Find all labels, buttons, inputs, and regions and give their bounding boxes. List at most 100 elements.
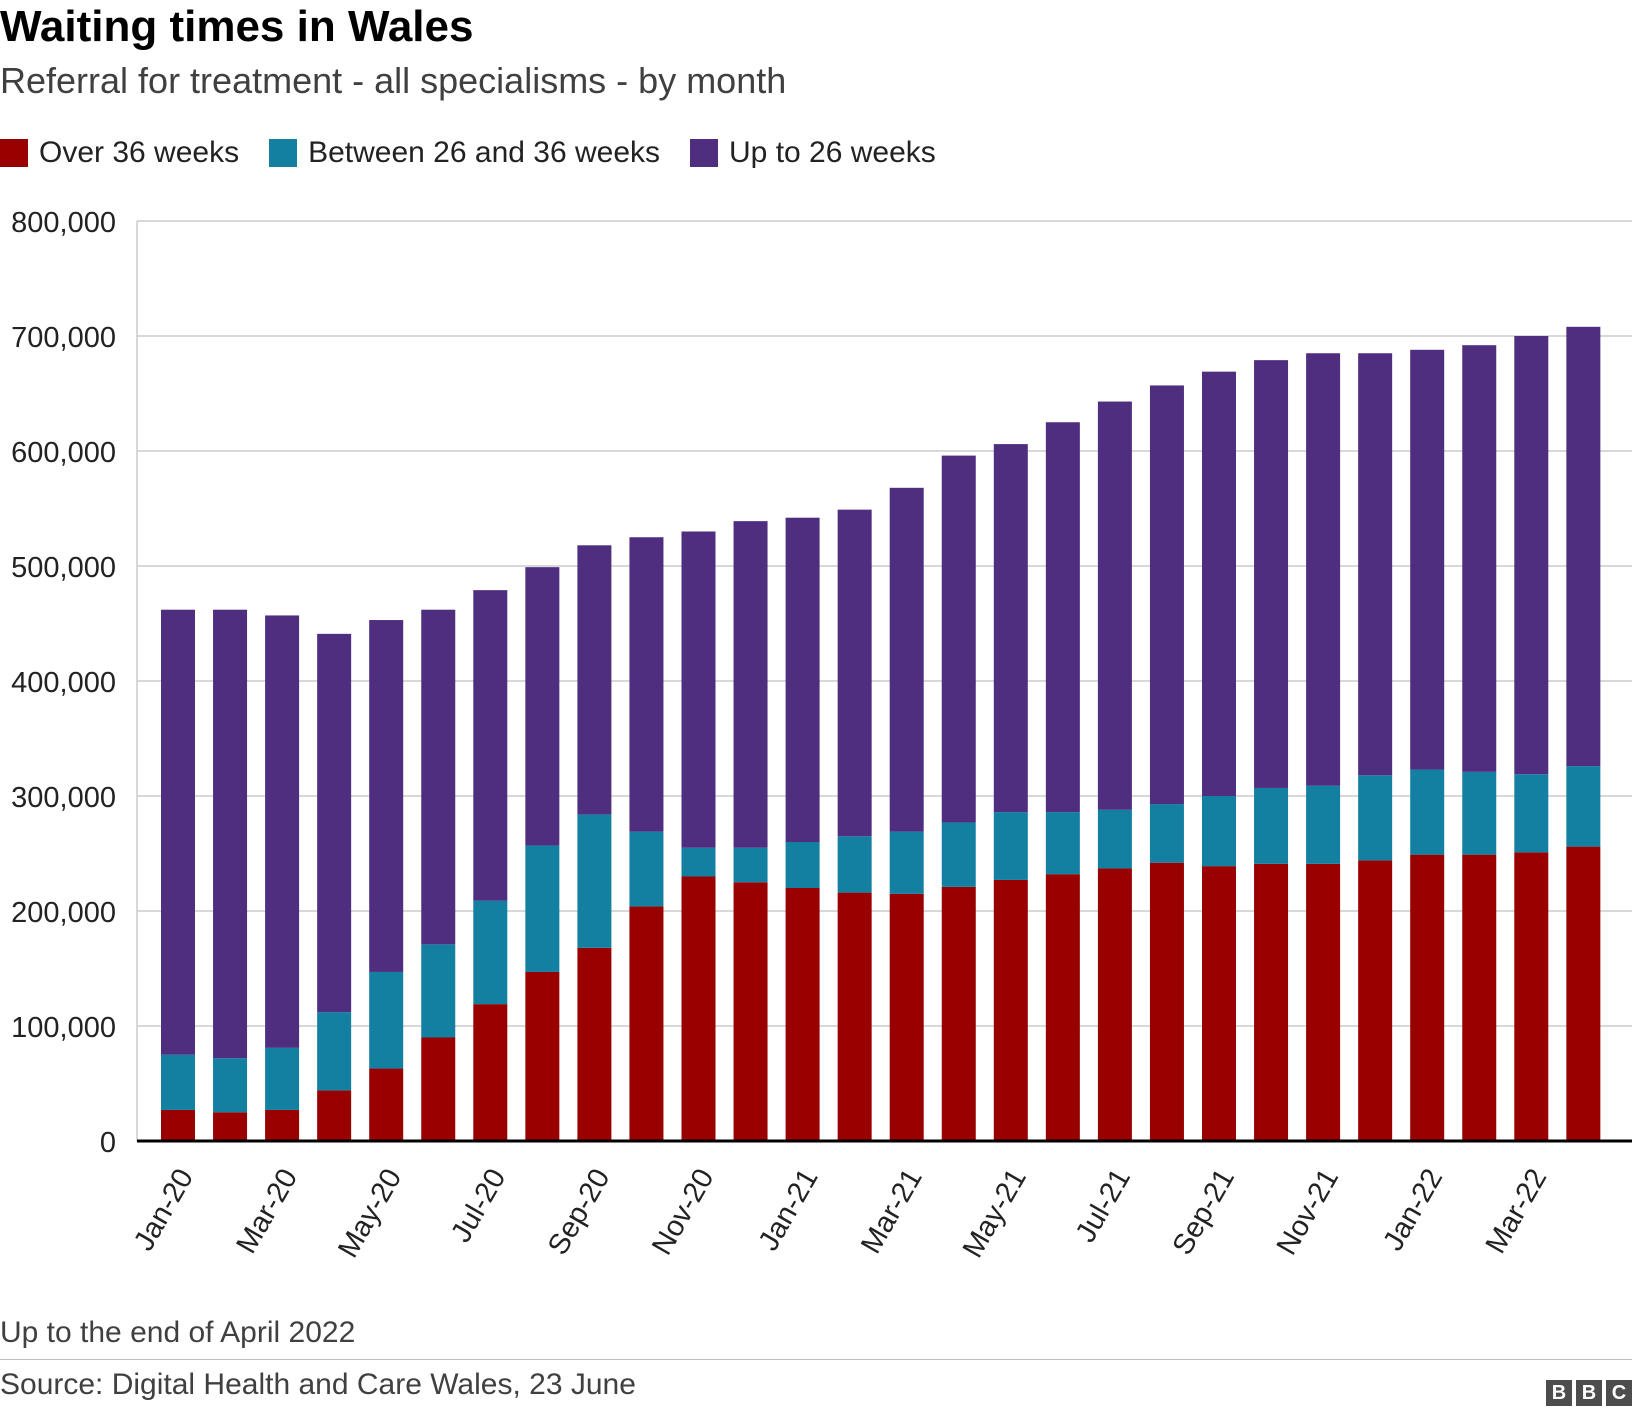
stacked-bar-chart: 0 100,000 200,000 300,000 400,000 500,000 600,… — [11, 207, 1632, 1264]
bar-segment-between26and36 — [1306, 785, 1341, 864]
y-tick-label: 500,000 — [11, 552, 116, 584]
bar-segment-upto26 — [317, 633, 352, 1013]
bar-segment-upto26 — [421, 609, 456, 945]
bar-segment-over36 — [889, 893, 924, 1141]
bar-segment-between26and36 — [265, 1047, 300, 1110]
bar-segment-over36 — [369, 1068, 404, 1141]
x-tick-label: Nov-21 — [1271, 1164, 1345, 1261]
x-tick-label: May-21 — [957, 1164, 1033, 1264]
y-tick-label: 0 — [100, 1127, 116, 1159]
bar-segment-between26and36 — [213, 1058, 248, 1113]
y-tick-label: 100,000 — [11, 1012, 116, 1044]
source-text: Source: Digital Health and Care Wales, 2… — [0, 1368, 636, 1401]
x-tick-label: Nov-20 — [646, 1164, 720, 1261]
bar-segment-between26and36 — [837, 836, 872, 893]
legend-swatch-between-26-and-36-weeks — [269, 139, 298, 167]
bar-segment-over36 — [733, 882, 768, 1141]
bar-segment-upto26 — [1410, 349, 1445, 770]
y-axis-tick-labels: 0 100,000 200,000 300,000 400,000 500,000 600,… — [11, 207, 116, 1159]
bbc-logo-letter: B — [1576, 1380, 1602, 1406]
legend-item-over-36-weeks: Over 36 weeks — [0, 136, 239, 170]
y-tick-label: 800,000 — [11, 207, 116, 239]
bbc-logo-letter: B — [1546, 1380, 1572, 1406]
chart-subtitle: Referral for treatment - all specialisms… — [0, 60, 787, 101]
bar-segment-upto26 — [837, 509, 872, 837]
bar-segment-between26and36 — [889, 831, 924, 894]
bar-segment-over36 — [265, 1109, 300, 1141]
bar-segment-over36 — [1306, 863, 1341, 1141]
bar-segment-between26and36 — [161, 1054, 195, 1110]
source-divider — [0, 1359, 1632, 1360]
x-tick-label: May-20 — [332, 1164, 408, 1264]
bar-segment-over36 — [941, 886, 976, 1141]
bar-segment-between26and36 — [369, 971, 404, 1069]
legend: Over 36 weeks Between 26 and 36 weeks Up… — [0, 136, 966, 170]
x-tick-label: Jul-20 — [445, 1164, 512, 1248]
bar-segment-upto26 — [1149, 385, 1184, 805]
x-tick-label: Jan-22 — [1377, 1164, 1449, 1257]
y-tick-label: 400,000 — [11, 667, 116, 699]
bar-segment-upto26 — [889, 487, 924, 832]
bar-segment-between26and36 — [733, 847, 768, 883]
bar-segment-between26and36 — [1097, 809, 1132, 869]
bar-segment-between26and36 — [941, 822, 976, 887]
x-axis-tick-labels: Jan-20 Mar-20 May-20 Jul-20 Sep-20 Nov-20 Jan-… — [128, 1164, 1553, 1264]
bar-segment-over36 — [1514, 852, 1549, 1141]
legend-label-between-26-and-36-weeks: Between 26 and 36 weeks — [308, 136, 661, 169]
bar-segment-over36 — [837, 892, 872, 1141]
x-tick-label: Sep-21 — [1167, 1164, 1241, 1261]
bar-segment-between26and36 — [993, 812, 1028, 880]
bar-segment-over36 — [473, 1004, 508, 1141]
bar-segment-over36 — [525, 971, 560, 1141]
bar-segment-over36 — [629, 906, 664, 1141]
x-tick-label: Jul-21 — [1070, 1164, 1137, 1248]
bar-segment-over36 — [785, 888, 820, 1141]
bar-segment-upto26 — [1097, 401, 1132, 810]
bar-segment-upto26 — [525, 567, 560, 846]
bar-segment-over36 — [421, 1037, 456, 1141]
bar-segment-over36 — [317, 1090, 352, 1141]
bar-segment-upto26 — [681, 531, 716, 848]
bar-segment-upto26 — [369, 620, 404, 972]
y-tick-label: 300,000 — [11, 782, 116, 814]
y-tick-label: 600,000 — [11, 437, 116, 469]
bar-segment-upto26 — [1566, 326, 1601, 767]
bar-segment-over36 — [681, 876, 716, 1141]
bar-segment-upto26 — [577, 545, 612, 815]
bar-segment-upto26 — [1514, 336, 1549, 775]
bar-segment-over36 — [1410, 854, 1445, 1141]
x-tick-label: Mar-21 — [855, 1164, 929, 1260]
bar-segment-upto26 — [785, 517, 820, 842]
bar-segment-between26and36 — [525, 845, 560, 972]
bar-segment-over36 — [1045, 874, 1080, 1141]
x-tick-label: Jan-20 — [128, 1164, 200, 1257]
x-tick-label: Sep-20 — [542, 1164, 616, 1261]
bar-segment-between26and36 — [1149, 804, 1184, 863]
bar-segment-upto26 — [941, 455, 976, 823]
bar-segment-upto26 — [993, 444, 1028, 813]
bar-segment-upto26 — [1462, 345, 1497, 772]
bar-segment-between26and36 — [1254, 787, 1289, 864]
bar-segment-between26and36 — [1514, 774, 1549, 853]
bar-segment-upto26 — [1306, 353, 1341, 786]
bar-segment-between26and36 — [577, 814, 612, 948]
chart-title: Waiting times in Wales — [0, 2, 474, 51]
y-tick-label: 700,000 — [11, 322, 116, 354]
chart-note: Up to the end of April 2022 — [0, 1316, 356, 1349]
legend-item-up-to-26-weeks: Up to 26 weeks — [690, 136, 936, 170]
bar-segment-over36 — [993, 879, 1028, 1141]
bar-segment-between26and36 — [473, 900, 508, 1005]
bar-segment-between26and36 — [1202, 796, 1236, 867]
bar-segment-upto26 — [161, 609, 195, 1055]
bar-segment-upto26 — [213, 609, 248, 1059]
bar-segment-between26and36 — [1358, 775, 1393, 861]
bar-segment-between26and36 — [785, 842, 820, 888]
bar-segment-over36 — [1202, 866, 1236, 1141]
y-tick-label: 200,000 — [11, 897, 116, 929]
bar-segment-between26and36 — [1410, 769, 1445, 855]
bar-segment-between26and36 — [1462, 771, 1497, 855]
legend-label-up-to-26-weeks: Up to 26 weeks — [729, 136, 936, 169]
bar-segment-between26and36 — [681, 847, 716, 877]
bar-segment-upto26 — [1254, 360, 1289, 788]
bar-segment-over36 — [1149, 862, 1184, 1141]
